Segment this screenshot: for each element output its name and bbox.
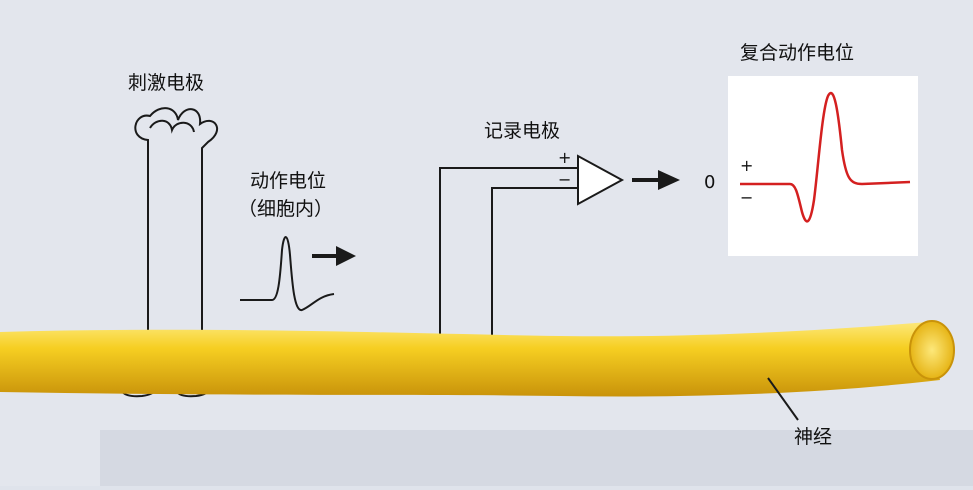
nerve-pointer — [767, 377, 799, 421]
amplifier-minus-sign: − — [558, 170, 572, 189]
arrow-right-1 — [312, 246, 356, 266]
arrow-right-2 — [632, 170, 680, 190]
electrode-coil — [134, 107, 219, 332]
action-potential-label: 动作电位 — [250, 170, 327, 192]
action-potential-trace — [240, 236, 335, 311]
zero-label: 0 — [704, 172, 716, 193]
nerve-label: 神经 — [794, 426, 833, 448]
trace-plus-sign: + — [740, 156, 754, 175]
action-potential-sublabel: （细胞内） — [238, 198, 334, 220]
amplifier-icon — [577, 154, 625, 206]
stimulating-electrode-label: 刺激电极 — [128, 72, 205, 94]
nerve-end — [909, 320, 955, 380]
compound-ap-panel — [728, 76, 918, 256]
background-band — [100, 430, 973, 486]
nerve — [0, 320, 955, 397]
amplifier-plus-sign: + — [558, 148, 572, 167]
recording-electrode-label: 记录电极 — [484, 120, 561, 142]
compound-action-potential-label: 复合动作电位 — [740, 42, 855, 64]
nerve-body — [0, 322, 940, 397]
compound-ap-trace — [740, 92, 911, 223]
electrode-coil-inner — [149, 119, 195, 134]
trace-minus-sign: − — [740, 188, 754, 207]
